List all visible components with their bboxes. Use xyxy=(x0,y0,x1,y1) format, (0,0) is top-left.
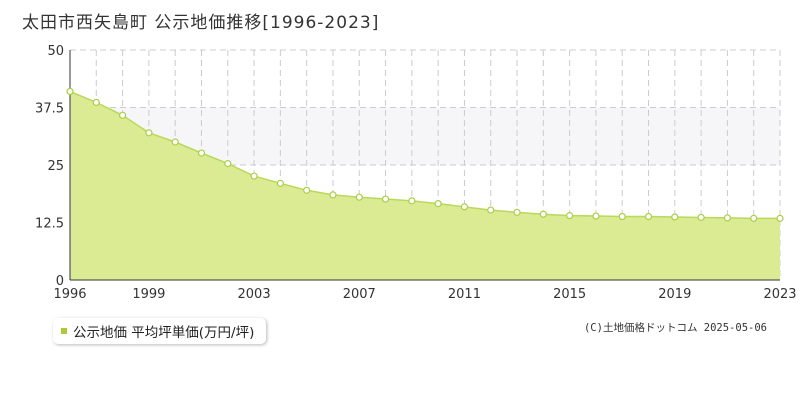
data-point xyxy=(408,197,416,205)
data-point xyxy=(697,213,705,222)
data-point xyxy=(118,111,127,119)
series-area xyxy=(70,91,780,281)
y-tick-label: 50 xyxy=(47,44,64,59)
chart-title: 太田市西矢島町 公示地価推移[1996-2023] xyxy=(22,13,380,33)
data-point xyxy=(145,129,153,137)
y-tick-label: 37.5 xyxy=(35,102,64,117)
x-tick-label: 2011 xyxy=(448,287,481,302)
data-point xyxy=(723,214,732,222)
data-point xyxy=(750,214,758,222)
data-point xyxy=(434,200,442,208)
x-tick-label: 2015 xyxy=(553,287,586,302)
points-layer xyxy=(66,87,784,222)
x-tick-label: 2003 xyxy=(238,287,271,302)
data-point xyxy=(276,179,284,187)
data-point xyxy=(776,214,784,222)
data-point xyxy=(329,191,337,199)
x-tick-label: 2007 xyxy=(343,287,376,302)
series-line xyxy=(69,90,780,220)
data-point xyxy=(250,172,258,180)
data-point xyxy=(671,213,679,221)
x-tick-label: 2023 xyxy=(763,287,796,302)
x-tick-labels: 1996 1999 2003 2007 2011 2015 2019 2023 xyxy=(53,287,796,302)
y-tick-label: 12.5 xyxy=(35,217,64,232)
data-point xyxy=(197,149,206,157)
data-point xyxy=(381,195,390,203)
data-point xyxy=(355,193,363,201)
data-point xyxy=(513,208,521,216)
x-tick-label: 2019 xyxy=(658,287,691,302)
data-point xyxy=(224,160,232,168)
data-point xyxy=(618,212,626,221)
data-point xyxy=(487,206,495,214)
area-layer xyxy=(69,90,780,281)
data-point xyxy=(539,210,547,218)
x-tick-label: 1996 xyxy=(53,287,86,302)
data-point xyxy=(644,212,653,221)
y-tick-label: 0 xyxy=(56,274,64,289)
y-tick-label: 25 xyxy=(47,159,64,174)
legend-swatch xyxy=(61,328,67,334)
data-point xyxy=(303,186,311,194)
legend: 公示地価 平均坪単価(万円/坪) xyxy=(53,318,267,344)
data-point xyxy=(66,87,74,96)
data-point xyxy=(566,212,574,220)
data-point xyxy=(171,138,179,146)
data-point xyxy=(460,203,469,211)
credit-text: (C)土地価格ドットコム 2025-05-06 xyxy=(583,322,767,334)
data-point xyxy=(92,98,100,107)
y-tick-labels: 0 12.5 25 37.5 50 xyxy=(35,44,64,289)
legend-label: 公示地価 平均坪単価(万円/坪) xyxy=(73,325,255,341)
data-point xyxy=(592,212,600,220)
x-tick-label: 1999 xyxy=(132,287,165,302)
